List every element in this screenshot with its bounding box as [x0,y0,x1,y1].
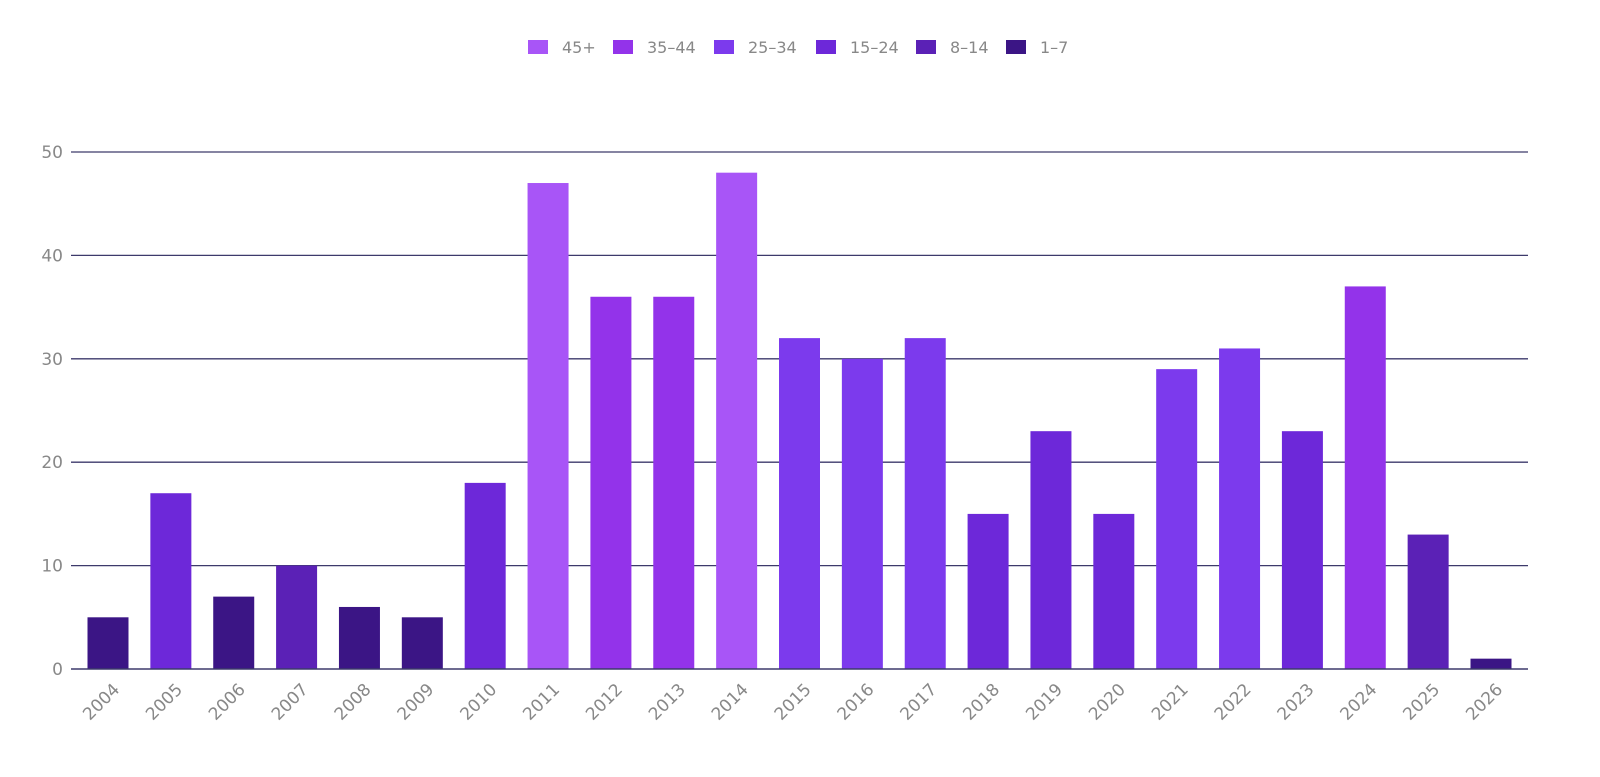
bar [653,296,695,669]
bar [464,482,506,669]
legend-label: 25–34 [748,38,797,57]
x-tick-label: 2017 [897,680,942,725]
bar [904,338,946,669]
legend-label: 1–7 [1040,38,1068,57]
legend-swatch [916,40,936,54]
bar [150,493,192,669]
bar [87,617,129,669]
legend-swatch [1006,40,1026,54]
bar [401,617,443,669]
bar [1281,431,1323,669]
x-tick-label: 2018 [959,680,1004,725]
x-tick-label: 2014 [708,680,753,725]
y-tick-label: 20 [41,453,63,473]
x-tick-label: 2011 [519,680,564,725]
y-tick-label: 0 [52,660,63,680]
x-tick-label: 2020 [1085,680,1130,725]
bar [527,183,569,669]
y-tick-label: 40 [41,246,63,266]
bar [1344,286,1386,669]
bar [1219,348,1261,669]
x-tick-label: 2012 [582,680,627,725]
y-tick-label: 10 [41,557,63,577]
bar [276,565,318,669]
x-tick-label: 2021 [1148,680,1193,725]
legend-swatch [714,40,734,54]
bar [590,296,632,669]
bar [779,338,820,669]
x-tick-label: 2009 [394,680,439,725]
legend-label: 35–44 [647,38,696,57]
x-tick-label: 2008 [331,680,376,725]
bars [87,172,1512,669]
x-tick-label: 2007 [268,680,313,725]
x-tick-label: 2010 [456,680,501,725]
x-tick-label: 2004 [79,680,124,725]
y-tick-label: 50 [41,143,63,163]
legend-label: 15–24 [850,38,899,57]
y-tick-label: 30 [41,350,63,370]
x-tick-label: 2005 [142,680,187,725]
x-tick-label: 2025 [1399,680,1444,725]
x-tick-label: 2013 [645,680,690,725]
legend-label: 8–14 [950,38,989,57]
x-tick-label: 2022 [1211,680,1256,725]
x-tick-label: 2006 [205,680,250,725]
bar [338,606,380,669]
bar [1093,513,1135,669]
legend: 45+ 35–44 25–34 15–24 8–14 1–7 [528,38,1068,57]
x-tick-label: 2015 [771,680,816,725]
x-tick-label: 2016 [834,680,879,725]
x-tick-label: 2019 [1022,680,1067,725]
x-tick-label: 2026 [1462,680,1507,725]
x-tick-label: 2024 [1337,680,1382,725]
bar [841,358,883,669]
legend-label: 45+ [562,38,596,57]
bar [1407,534,1449,669]
legend-swatch [613,40,633,54]
bar [1030,431,1072,669]
legend-swatch [528,40,548,54]
bar [213,596,255,669]
bar [716,172,758,669]
x-tick-label: 2023 [1274,680,1319,725]
bar [1470,658,1512,669]
bar [1156,369,1198,669]
legend-swatch [816,40,836,54]
bar [967,513,1009,669]
